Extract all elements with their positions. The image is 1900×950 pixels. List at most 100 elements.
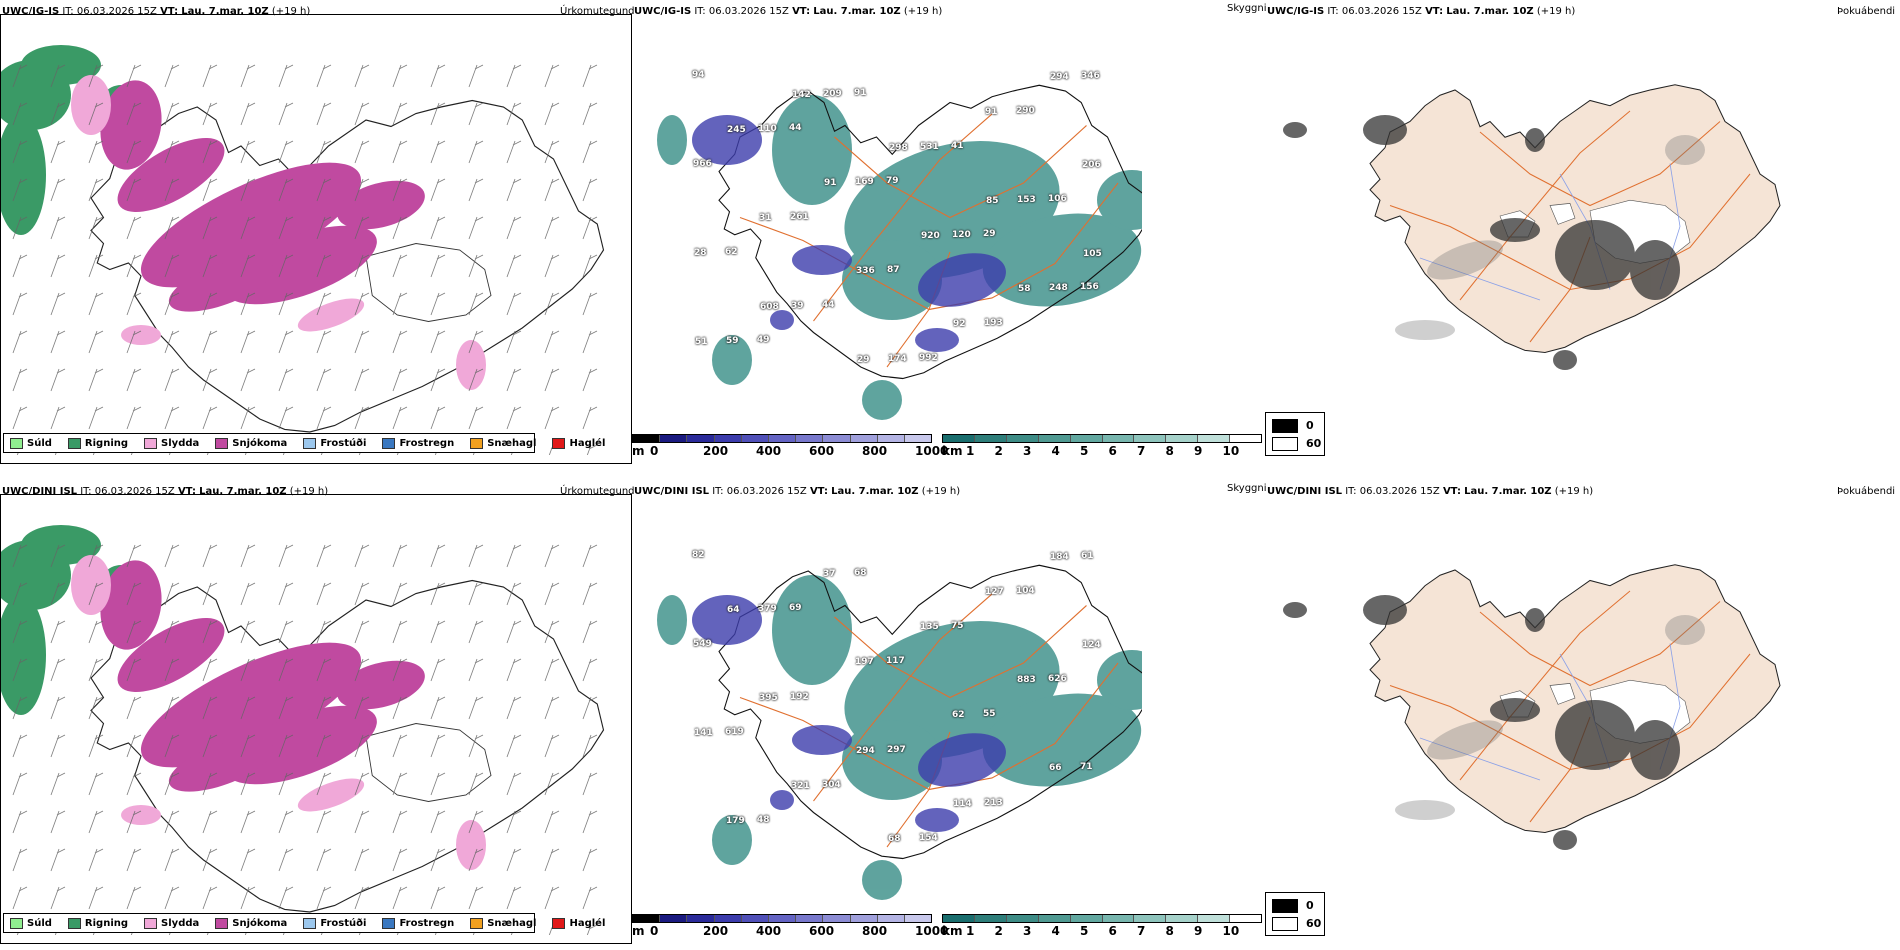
colorbar-tick: 200 <box>703 924 729 938</box>
cloud-base-label: 44 <box>789 123 802 133</box>
legend-item: Frostúði <box>303 437 366 449</box>
panel-header: UWC/DINI ISL IT: 06.03.2026 15Z VT: Lau.… <box>1267 486 1594 497</box>
fog-legend: 0 60 <box>1265 892 1325 936</box>
cloud-base-label: 395 <box>759 693 778 703</box>
cloud-base-label: 66 <box>1049 763 1062 773</box>
cloud-base-label: 142 <box>792 90 811 100</box>
cloud-base-label: 127 <box>985 587 1004 597</box>
colorbar-tick: 8 <box>1165 924 1174 938</box>
forecast-row-dini-isl: Súld Rigning Slydda Snjókoma Frostúði Frostre… <box>0 480 1900 950</box>
legend-item: Frostúði <box>303 917 366 929</box>
cloud-base-label: 114 <box>953 799 972 809</box>
colorbar-tick: 7 <box>1137 924 1146 938</box>
cloud-base-label: 28 <box>694 248 707 258</box>
height-colorbar: m 0 200 400 600 800 1000 <box>632 914 948 940</box>
cloud-base-label: 184 <box>1050 552 1069 562</box>
cloud-base-label: 209 <box>823 89 842 99</box>
cloud-base-label: 104 <box>1016 586 1035 596</box>
colorbar-unit: km <box>942 924 963 938</box>
cloud-base-label: 297 <box>887 745 906 755</box>
cloud-base-label: 68 <box>854 568 867 578</box>
fog-title: Þokuábendi <box>1837 486 1896 497</box>
colorbar-tick: 0 <box>650 924 659 938</box>
fog-legend-swatch <box>1272 899 1298 913</box>
colorbar-tick: 7 <box>1137 444 1146 458</box>
init-time: 06.03.2026 15Z <box>708 6 789 17</box>
colorbar-tick: 8 <box>1165 444 1174 458</box>
colorbar-tick: 600 <box>809 924 835 938</box>
cloud-base-label: 294 <box>1050 72 1069 82</box>
cloud-base-label: 174 <box>888 354 907 364</box>
cloud-base-label: 549 <box>693 639 712 649</box>
legend-item: Snjókoma <box>215 437 287 449</box>
cloud-base-label: 82 <box>692 550 705 560</box>
cloud-base-label: 966 <box>693 159 712 169</box>
legend-swatch <box>552 437 566 449</box>
cloud-base-label: 197 <box>855 657 874 667</box>
cloud-base-label: 192 <box>790 692 809 702</box>
panel-header: UWC/IG-IS IT: 06.03.2026 15Z VT: Lau. 7.… <box>2 6 311 17</box>
model-name: UWC/IG-IS <box>634 6 692 17</box>
cloud-base-label: 304 <box>822 780 841 790</box>
legend-item: Haglél <box>552 917 605 929</box>
cloud-base-label: 261 <box>790 212 809 222</box>
cloud-base-label: 920 <box>921 231 940 241</box>
cloud-base-label: 245 <box>727 125 746 135</box>
colorbar-tick: 800 <box>862 924 888 938</box>
fog-index-panel: UWC/DINI ISL IT: 06.03.2026 15Z VT: Lau.… <box>1265 480 1900 950</box>
height-colorbar: m 0 200 400 600 800 1000 <box>632 434 948 460</box>
cloud-base-label: 61 <box>1081 551 1094 561</box>
legend-item: Snæhagl <box>470 917 536 929</box>
cloud-base-label: 608 <box>760 302 779 312</box>
lead-time: (+19 h) <box>1536 6 1576 17</box>
valid-time: Lau. 7.mar. 10Z <box>1446 6 1534 17</box>
model-name: UWC/IG-IS <box>1267 6 1325 17</box>
cloud-base-label: 294 <box>856 746 875 756</box>
colorbar-unit: km <box>942 444 963 458</box>
legend-swatch <box>552 917 566 929</box>
precip-frame: Súld Rigning Slydda Snjókoma Frostúði Frostre… <box>0 494 632 944</box>
precip-type-map <box>1 35 631 455</box>
fog-legend-swatch <box>1272 917 1298 931</box>
cloud-base-label: 92 <box>953 319 966 329</box>
legend-swatch <box>10 437 23 449</box>
legend-item: Súld <box>10 437 52 449</box>
colorbar-tick: 10 <box>1222 924 1240 938</box>
colorbar-tick: 6 <box>1108 444 1117 458</box>
legend-swatch <box>382 917 396 929</box>
precip-frame: Súld Rigning Slydda Snjókoma Frostúði Frostre… <box>0 14 632 464</box>
legend-swatch <box>215 917 229 929</box>
legend-swatch <box>303 917 317 929</box>
legend-swatch <box>470 917 484 929</box>
cloud-base-label: 59 <box>726 336 739 346</box>
precip-type-panel: Súld Rigning Slydda Snjókoma Frostúði Frostre… <box>0 0 635 470</box>
legend-item: Rigning <box>67 437 128 449</box>
cloud-base-label: 94 <box>692 70 705 80</box>
cloud-title: Skyggni <box>1227 3 1267 14</box>
cloud-base-label: 64 <box>727 605 740 615</box>
cloud-base-panel: UWC/DINI ISL IT: 06.03.2026 15Z VT: Lau.… <box>632 480 1272 950</box>
colorbar-tick: 600 <box>809 444 835 458</box>
init-time: 06.03.2026 15Z <box>1341 6 1422 17</box>
init-time: 06.03.2026 15Z <box>94 486 175 497</box>
visibility-colorbar: km 1 2 3 4 5 6 7 8 9 10 <box>942 914 1262 940</box>
precip-legend: Súld Rigning Slydda Snjókoma Frostúði Frostre… <box>3 913 605 933</box>
cloud-base-map <box>632 510 1142 910</box>
legend-item: Haglél <box>552 437 605 449</box>
legend-swatch <box>144 917 158 929</box>
colorbar-tick: 2 <box>994 444 1003 458</box>
cloud-base-map <box>632 30 1142 430</box>
legend-item: Snjókoma <box>215 917 287 929</box>
cloud-base-label: 124 <box>1082 640 1101 650</box>
visibility-colorbar: km 1 2 3 4 5 6 7 8 9 10 <box>942 434 1262 460</box>
cloud-base-label: 248 <box>1049 283 1068 293</box>
cloud-base-label: 154 <box>919 833 938 843</box>
fog-title: Þokuábendi <box>1837 6 1896 17</box>
cloud-base-label: 120 <box>952 230 971 240</box>
precip-title: Úrkomutegund <box>560 6 635 17</box>
cloud-base-label: 135 <box>920 622 939 632</box>
colorbar-tick: 200 <box>703 444 729 458</box>
valid-time: Lau. 7.mar. 10Z <box>199 486 287 497</box>
cloud-base-label: 58 <box>1018 284 1031 294</box>
legend-swatch <box>382 437 396 449</box>
